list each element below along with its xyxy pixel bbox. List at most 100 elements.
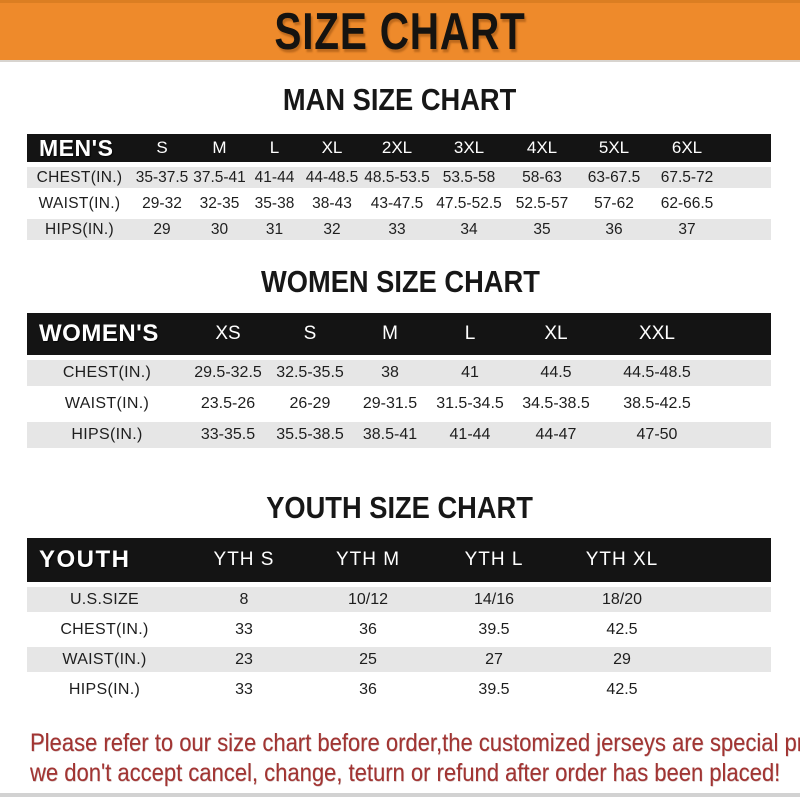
header-filler-cell — [724, 134, 771, 162]
footer-line-1-text: Please refer to our size chart before or… — [30, 729, 800, 757]
row-label: WAIST(IN.) — [27, 647, 182, 672]
row-label: CHEST(IN.) — [27, 167, 132, 188]
size-value-cell: 35.5-38.5 — [269, 422, 351, 448]
row-filler-cell — [724, 219, 771, 240]
size-value-cell: 23 — [182, 647, 306, 672]
size-value-cell: 30 — [192, 219, 247, 240]
size-value-cell: 29 — [132, 219, 192, 240]
size-value-cell: 36 — [306, 677, 430, 702]
size-value-cell: 32 — [302, 219, 362, 240]
size-column-header: XS — [187, 313, 269, 355]
size-value-cell: 57-62 — [578, 193, 650, 214]
footer-line-2-text: we don't accept cancel, change, teturn o… — [30, 759, 781, 787]
size-column-header: 4XL — [506, 134, 578, 162]
size-value-cell: 35-37.5 — [132, 167, 192, 188]
size-value-cell: 58-63 — [506, 167, 578, 188]
size-value-cell: 23.5-26 — [187, 391, 269, 417]
size-value-cell: 29-32 — [132, 193, 192, 214]
size-column-header: YTH M — [306, 538, 430, 582]
measurement-row: HIPS(IN.) 33 36 39.5 42.5 — [27, 677, 771, 702]
content: MAN SIZE CHART MEN'S S M L XL 2XL 3XL 4XL 5XL 6XL… — [0, 84, 800, 797]
banner: SIZE CHART — [0, 0, 800, 62]
size-column-header: M — [351, 313, 429, 355]
section-youth: YOUTH SIZE CHART YOUTH YTH S YTH M YTH L YTH… — [0, 491, 800, 707]
measurement-row: WAIST(IN.) 23 25 27 29 — [27, 647, 771, 672]
size-value-cell: 29 — [558, 647, 686, 672]
size-value-cell: 39.5 — [430, 617, 558, 642]
table-header-label: WOMEN'S — [27, 313, 187, 355]
size-column-header: 2XL — [362, 134, 432, 162]
size-column-header: XXL — [601, 313, 713, 355]
measurement-row: CHEST(IN.) 29.5-32.5 32.5-35.5 38 41 44.5 44.5… — [27, 360, 771, 386]
section-men: MAN SIZE CHART MEN'S S M L XL 2XL 3XL 4XL 5XL 6XL… — [0, 84, 800, 245]
size-value-cell: 27 — [430, 647, 558, 672]
size-column-header: 6XL — [650, 134, 724, 162]
size-value-cell: 31 — [247, 219, 302, 240]
table-header-row: WOMEN'S XS S M L XL XXL — [27, 313, 771, 355]
measurement-row: HIPS(IN.) 29 30 31 32 33 34 35 36 37 — [27, 219, 771, 240]
size-value-cell: 33-35.5 — [187, 422, 269, 448]
row-filler-cell — [686, 617, 771, 642]
size-value-cell: 35-38 — [247, 193, 302, 214]
row-label: U.S.SIZE — [27, 587, 182, 612]
size-value-cell: 10/12 — [306, 587, 430, 612]
size-value-cell: 18/20 — [558, 587, 686, 612]
size-value-cell: 47-50 — [601, 422, 713, 448]
size-value-cell: 36 — [578, 219, 650, 240]
size-column-header: 3XL — [432, 134, 506, 162]
size-column-header: XL — [511, 313, 601, 355]
table-header-label: YOUTH — [27, 538, 182, 582]
banner-title: SIZE CHART — [274, 2, 526, 61]
row-filler-cell — [686, 647, 771, 672]
measurement-row: CHEST(IN.) 33 36 39.5 42.5 — [27, 617, 771, 642]
row-label: HIPS(IN.) — [27, 219, 132, 240]
size-column-header: XL — [302, 134, 362, 162]
row-label: CHEST(IN.) — [27, 617, 182, 642]
size-value-cell: 63-67.5 — [578, 167, 650, 188]
size-value-cell: 38.5-42.5 — [601, 391, 713, 417]
measurement-row: HIPS(IN.) 33-35.5 35.5-38.5 38.5-41 41-44 44-… — [27, 422, 771, 448]
size-column-header: M — [192, 134, 247, 162]
row-label: WAIST(IN.) — [27, 193, 132, 214]
size-value-cell: 33 — [182, 677, 306, 702]
size-column-header: 5XL — [578, 134, 650, 162]
size-column-header: L — [247, 134, 302, 162]
size-column-header: L — [429, 313, 511, 355]
size-value-cell: 32.5-35.5 — [269, 360, 351, 386]
row-label: HIPS(IN.) — [27, 677, 182, 702]
bottom-edge-strip — [0, 793, 800, 797]
row-label: WAIST(IN.) — [27, 391, 187, 417]
header-filler-cell — [713, 313, 771, 355]
size-column-header: YTH L — [430, 538, 558, 582]
section-women: WOMEN SIZE CHART WOMEN'S XS S M L XL XXL CHEST(… — [0, 265, 800, 453]
mens-size-table: MEN'S S M L XL 2XL 3XL 4XL 5XL 6XL CHEST(IN.) 35-37… — [27, 129, 771, 245]
size-value-cell: 29-31.5 — [351, 391, 429, 417]
size-value-cell: 53.5-58 — [432, 167, 506, 188]
size-value-cell: 44-47 — [511, 422, 601, 448]
table-header-row: YOUTH YTH S YTH M YTH L YTH XL — [27, 538, 771, 582]
table-header-label: MEN'S — [27, 134, 132, 162]
size-value-cell: 33 — [182, 617, 306, 642]
size-value-cell: 38-43 — [302, 193, 362, 214]
row-filler-cell — [724, 167, 771, 188]
size-value-cell: 41-44 — [429, 422, 511, 448]
size-value-cell: 37.5-41 — [192, 167, 247, 188]
size-value-cell: 31.5-34.5 — [429, 391, 511, 417]
youth-section-title-text: YOUTH SIZE CHART — [266, 490, 534, 525]
size-value-cell: 42.5 — [558, 617, 686, 642]
size-value-cell: 34.5-38.5 — [511, 391, 601, 417]
size-value-cell: 67.5-72 — [650, 167, 724, 188]
youth-section-title: YOUTH SIZE CHART — [0, 491, 800, 525]
measurement-row: U.S.SIZE 8 10/12 14/16 18/20 — [27, 587, 771, 612]
row-filler-cell — [713, 391, 771, 417]
row-filler-cell — [686, 587, 771, 612]
measurement-row: WAIST(IN.) 23.5-26 26-29 29-31.5 31.5-34.5 34… — [27, 391, 771, 417]
size-value-cell: 52.5-57 — [506, 193, 578, 214]
size-value-cell: 35 — [506, 219, 578, 240]
size-value-cell: 14/16 — [430, 587, 558, 612]
size-value-cell: 8 — [182, 587, 306, 612]
size-column-header: S — [269, 313, 351, 355]
size-value-cell: 41-44 — [247, 167, 302, 188]
size-value-cell: 26-29 — [269, 391, 351, 417]
